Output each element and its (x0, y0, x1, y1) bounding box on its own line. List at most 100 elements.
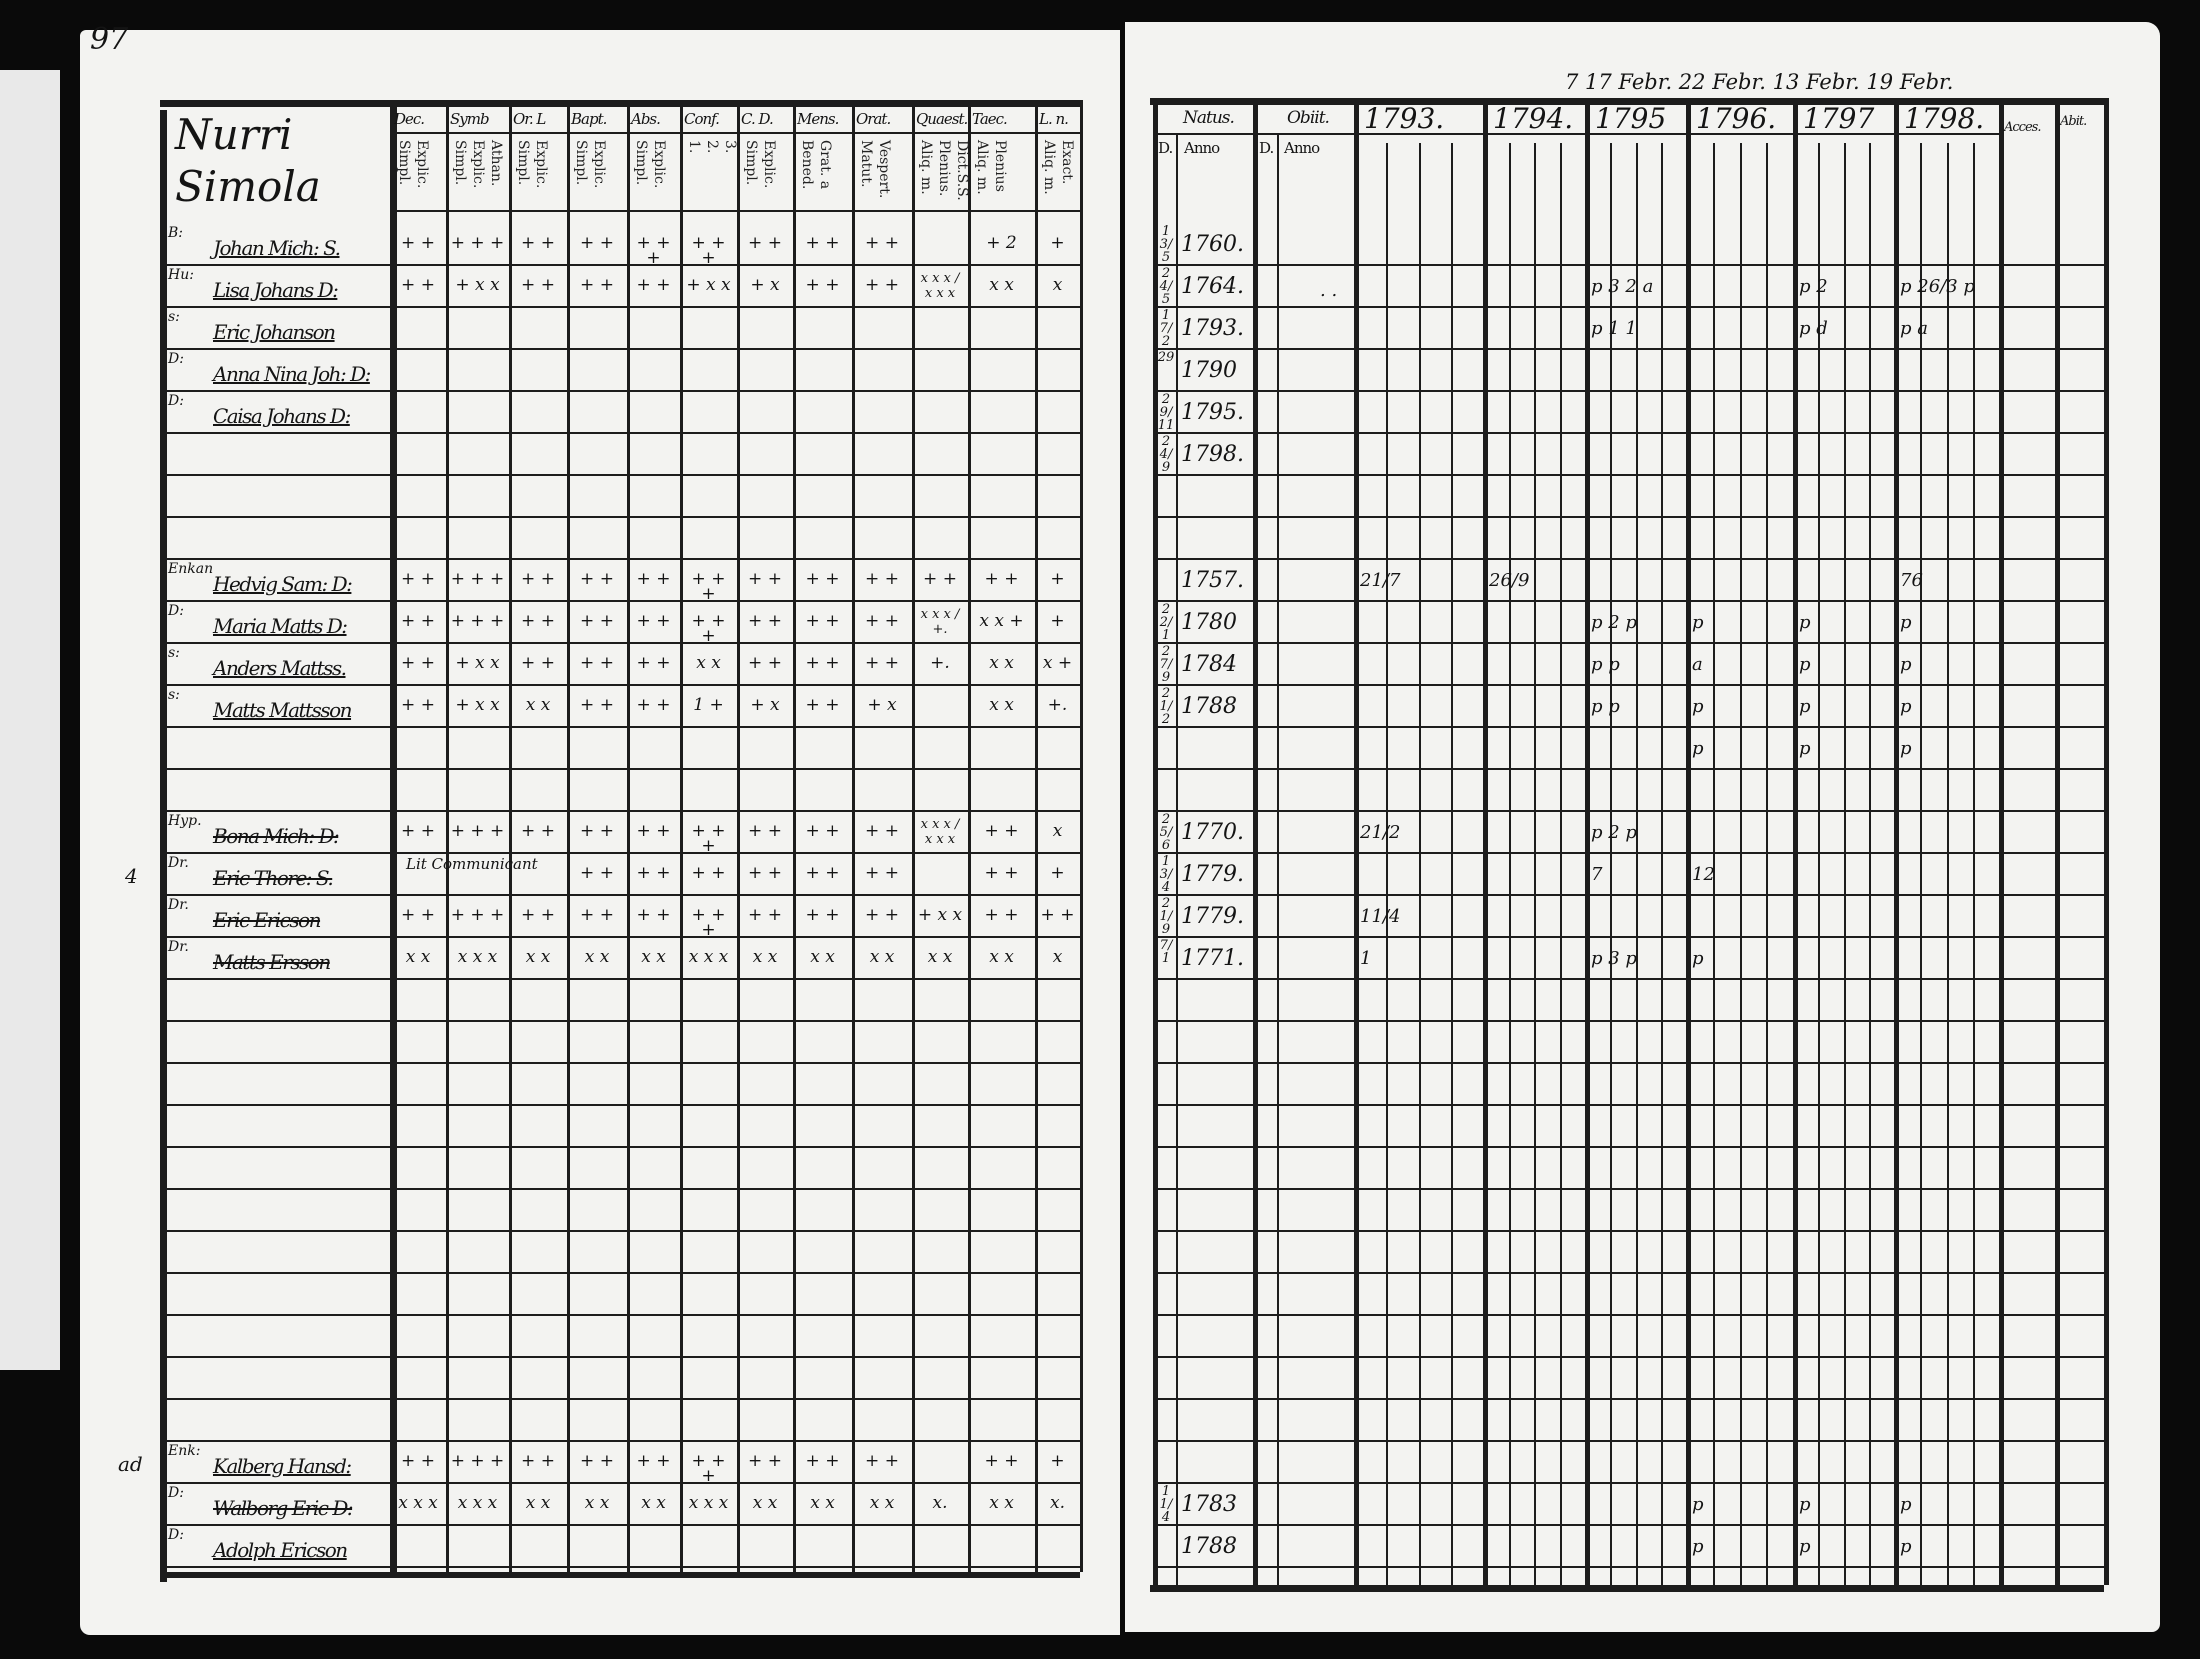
row-relation-prefix: Enk: (168, 1443, 201, 1459)
row-rule (165, 390, 1080, 392)
day-year-divider (1277, 133, 1279, 1585)
row-rule (165, 1440, 1080, 1442)
exam-mark: + + (748, 863, 782, 883)
person-name: Hedvig Sam: D: (213, 572, 353, 596)
row-rule (1155, 264, 2104, 266)
row-relation-prefix: D: (168, 603, 184, 619)
exam-mark: + + (580, 695, 614, 715)
exam-mark: x x x / x x x (920, 271, 960, 301)
exam-mark: + + (1040, 905, 1075, 925)
exam-mark: x x (989, 947, 1014, 967)
table-bottom-border (160, 1572, 1080, 1578)
column-subheader: Explic. Simpl. (396, 140, 430, 189)
exam-mark: x x (927, 947, 953, 967)
row-relation-prefix: Hu: (168, 267, 194, 283)
exam-mark: + x x (455, 653, 500, 673)
row-rule (1155, 516, 2104, 518)
exam-mark: + + (984, 569, 1019, 589)
exam-mark: + + (401, 905, 435, 925)
obiit-day-header: D. (1259, 139, 1274, 157)
year-subcolumn-rule (1766, 143, 1769, 1585)
column-subheader: 3. 2. 1. (686, 140, 738, 154)
exam-mark: + + + (691, 905, 726, 940)
exam-mark: + x (750, 695, 780, 715)
exam-mark: + + + (450, 569, 505, 589)
row-relation-prefix: Hyp. (168, 813, 202, 829)
exam-mark: + + (521, 1451, 555, 1471)
exam-mark: + + (865, 233, 899, 253)
year-subcolumn-rule (1972, 143, 1975, 1585)
row-rule (1155, 726, 2104, 728)
attendance-mark: p (1692, 948, 1704, 969)
row-rule (165, 516, 1080, 518)
person-name: Walborg Eric D: (213, 1496, 354, 1520)
row-rule (165, 1146, 1080, 1148)
exam-mark: + + (636, 1451, 671, 1471)
row-rule (165, 348, 1080, 350)
exam-mark: x x (989, 695, 1014, 715)
exam-mark: + + (580, 569, 614, 589)
exam-mark: x x (525, 1493, 551, 1513)
row-rule (165, 852, 1080, 854)
row-rule (165, 1062, 1080, 1064)
exam-mark: + + + (691, 569, 726, 604)
person-name: Eric Ericson (213, 908, 322, 932)
exam-mark: x x (810, 947, 835, 967)
natus-day-header: D. (1158, 139, 1173, 157)
row-rule (1155, 348, 2104, 350)
row-rule (1155, 474, 2104, 476)
attendance-mark: p (1799, 738, 1811, 759)
obiit-year-header: Anno (1284, 139, 1320, 157)
table-bottom-border (1150, 1585, 2104, 1592)
attendance-mark: p (1692, 612, 1704, 633)
row-rule (165, 1482, 1080, 1484)
column-divider (1793, 98, 1798, 1585)
person-name: Anna Nina Joh: D: (213, 362, 371, 386)
year-subcolumn-rule (1920, 143, 1923, 1585)
column-subheader: Athan. Explic. Simpl. (452, 140, 504, 189)
table-top-border (1150, 98, 2104, 105)
margin-note: 4 (125, 864, 138, 888)
natus-year-header: Anno (1184, 139, 1220, 157)
right-page: 7 17 Febr. 22 Febr. 13 Febr. 19 Febr. Na… (1125, 22, 2160, 1632)
row-rule (165, 1104, 1080, 1106)
attendance-mark: 26/9 (1489, 570, 1530, 591)
row-rule (165, 1398, 1080, 1400)
exam-mark: 1 + (693, 695, 724, 715)
year-column-header: 1797 (1803, 102, 1875, 135)
column-header-label: Or. L (513, 110, 546, 128)
column-divider (1483, 98, 1488, 1585)
attendance-mark: p (1799, 1536, 1811, 1557)
exam-mark: + + (636, 611, 671, 631)
row-rule (165, 600, 1080, 602)
exam-mark: + (1050, 611, 1065, 631)
exam-mark: x x (989, 1493, 1014, 1513)
birth-day-month: 17/2 (1159, 308, 1173, 349)
year-subcolumn-rule (1559, 143, 1562, 1585)
row-rule (1155, 432, 2104, 434)
exam-mark: + + (580, 275, 614, 295)
exam-mark: + + (636, 863, 671, 883)
attendance-mark: p 2 (1799, 276, 1828, 297)
year-subcolumn-rule (1534, 143, 1536, 1585)
person-name: Eric Johanson (213, 320, 336, 344)
birth-day-month: 7/1 (1159, 938, 1173, 966)
abit-header: Abit. (2060, 114, 2087, 129)
row-rule (1155, 1020, 2104, 1022)
exam-mark: + + (805, 611, 840, 631)
row-rule (165, 432, 1080, 434)
column-divider (390, 100, 397, 1572)
exam-mark: + + (748, 233, 782, 253)
column-header-label: Dec. (394, 110, 425, 128)
header-sub-rule (390, 210, 1080, 212)
exam-mark: x x (989, 653, 1014, 673)
row-relation-prefix: D: (168, 393, 184, 409)
exam-mark: x x (869, 1493, 895, 1513)
row-rule (165, 558, 1080, 560)
exam-mark: x (1052, 947, 1063, 967)
row-annotation: Lit Communicant (406, 855, 538, 873)
attendance-mark: 1 (1360, 948, 1372, 969)
exam-mark: + + (401, 653, 435, 673)
exam-mark: + + (401, 1451, 435, 1471)
year-column-header: 1793. (1364, 102, 1445, 135)
